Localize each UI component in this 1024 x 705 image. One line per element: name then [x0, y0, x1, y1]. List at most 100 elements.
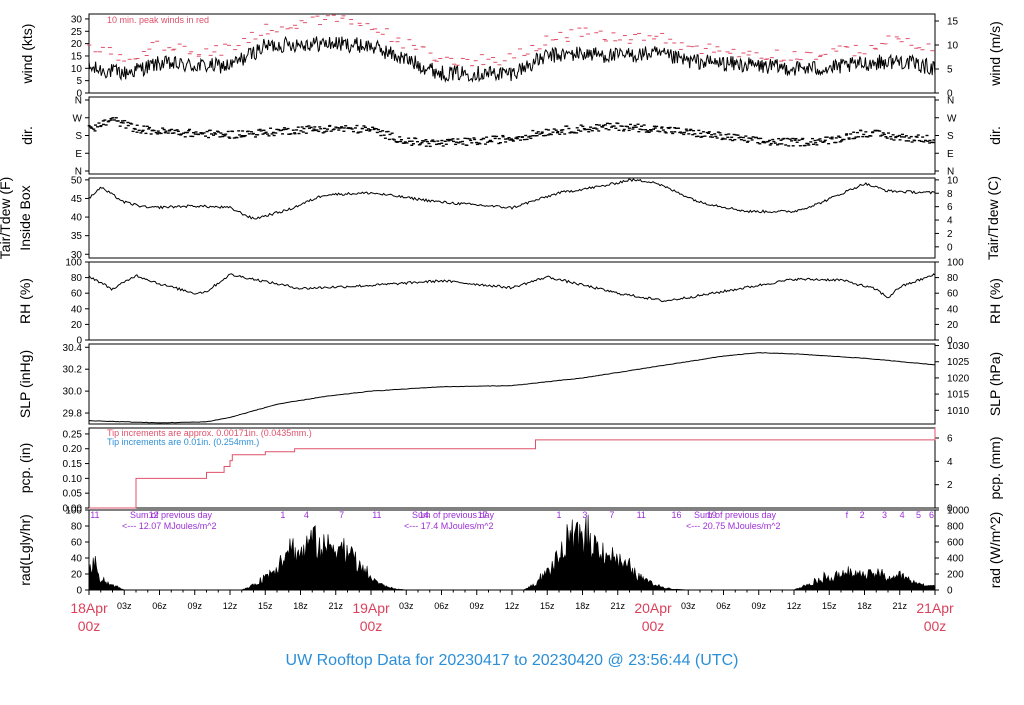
humidity-ylabel-right: RH (%) — [987, 278, 1003, 324]
temperature-ytick-right-label: 2 — [947, 229, 953, 240]
time-tick-label: 09z — [187, 601, 202, 611]
wind-ytick-label: 15 — [71, 51, 83, 62]
wind-ytick-right-label: 10 — [947, 41, 959, 52]
radiation-hour-mark: 17 — [478, 510, 488, 520]
day-label-hour: 00z — [924, 618, 947, 634]
radiation-ytick-label: 40 — [71, 554, 83, 565]
radiation-hour-mark: 3 — [582, 510, 587, 520]
time-tick-label: 21z — [610, 601, 625, 611]
radiation-ytick-right-label: 0 — [947, 586, 953, 597]
precipitation-ytick-label: 0.10 — [63, 474, 83, 485]
pressure-ytick-right-label: 1025 — [947, 357, 970, 368]
pressure-ytick-label: 29.8 — [63, 409, 83, 420]
time-tick-label: 21z — [892, 601, 907, 611]
radiation-ytick-right-label: 400 — [947, 554, 964, 565]
precipitation-annotation-red: Tip increments are approx. 0.00171in. (0… — [107, 428, 312, 438]
radiation-daily-sum-label: Sum of previous day — [412, 510, 495, 520]
humidity-ytick-right-label: 100 — [947, 258, 964, 269]
temperature-ytick-right-label: 0 — [947, 242, 953, 253]
dir-ytick-label: S — [75, 131, 82, 142]
wind-ytick-right-label: 15 — [947, 17, 959, 28]
temperature-ytick-label: 40 — [71, 213, 83, 224]
day-label-date: 20Apr — [634, 600, 672, 616]
pressure-ylabel: SLP (inHg) — [17, 350, 33, 418]
pressure-ytick-right-label: 1010 — [947, 406, 970, 417]
time-tick-label: 03z — [681, 601, 696, 611]
wind-ytick-label: 25 — [71, 27, 83, 38]
radiation-hour-mark: f — [846, 510, 849, 520]
humidity-ytick-right-label: 80 — [947, 273, 959, 284]
radiation-hour-mark: 19 — [707, 510, 717, 520]
radiation-daily-sum-value: <--- 20.75 MJoules/m^2 — [686, 521, 781, 531]
precipitation-ytick-right-label: 6 — [947, 434, 953, 445]
day-label-hour: 00z — [360, 618, 383, 634]
pressure-ylabel-right: SLP (hPa) — [987, 352, 1003, 416]
wind-ytick-right-label: 5 — [947, 65, 953, 76]
radiation-ytick-right-label: 600 — [947, 538, 964, 549]
radiation-ytick-right-label: 800 — [947, 522, 964, 533]
radiation-hour-mark: 1 — [556, 510, 561, 520]
time-tick-label: 06z — [434, 601, 449, 611]
pressure-ytick-label: 30.4 — [63, 343, 83, 354]
radiation-hour-mark: 1 — [280, 510, 285, 520]
radiation-hour-mark: 5 — [916, 510, 921, 520]
radiation-hour-mark: 6 — [929, 510, 934, 520]
wind-ytick-label: 10 — [71, 64, 83, 75]
temperature-ytick-right-label: 8 — [947, 189, 953, 200]
precipitation-annotation-blue: Tip increments are 0.01in. (0.254mm.) — [107, 437, 259, 447]
time-tick-label: 03z — [399, 601, 414, 611]
radiation-hour-mark: 4 — [900, 510, 905, 520]
radiation-hour-mark: 12 — [149, 510, 159, 520]
temperature-frame — [88, 177, 936, 259]
humidity-ytick-label: 20 — [71, 320, 83, 331]
pressure-ytick-right-label: 1015 — [947, 390, 970, 401]
dir-ylabel: dir. — [19, 126, 35, 145]
time-tick-label: 18z — [575, 601, 590, 611]
temperature-ytick-label: 35 — [71, 231, 83, 242]
humidity-ytick-right-label: 40 — [947, 304, 959, 315]
radiation-hour-mark: 11 — [372, 510, 381, 520]
temperature-ytick-label: 45 — [71, 194, 83, 205]
dir-ytick-right-label: S — [947, 131, 954, 142]
radiation-hour-mark: 4 — [304, 510, 309, 520]
humidity-ytick-label: 100 — [65, 258, 82, 269]
radiation-ytick-right-label: 1000 — [947, 506, 970, 517]
wind-speed-line — [88, 35, 936, 83]
dir-ytick-label: E — [75, 149, 82, 160]
radiation-hour-mark: 14 — [419, 510, 429, 520]
precipitation-ylabel: pcp. (in) — [17, 443, 33, 494]
precipitation-ytick-right-label: 4 — [947, 457, 953, 468]
wind-ytick-label: 5 — [76, 76, 82, 87]
radiation-ytick-label: 60 — [71, 538, 83, 549]
dir-ytick-right-label: N — [947, 96, 954, 107]
time-tick-label: 15z — [258, 601, 273, 611]
dir-ytick-label: W — [73, 113, 83, 124]
time-tick-label: 21z — [328, 601, 343, 611]
time-tick-label: 15z — [540, 601, 555, 611]
radiation-hour-mark: 7 — [339, 510, 344, 520]
dir-frame — [88, 96, 936, 175]
radiation-ylabel: rad(Lgly/hr) — [17, 514, 33, 586]
wind-frame — [88, 13, 936, 94]
radiation-daily-sum-label: Sum of previous day — [694, 510, 777, 520]
pressure-ytick-right-label: 1020 — [947, 373, 970, 384]
temperature-ylabel2: Inside Box — [17, 185, 33, 250]
radiation-hour-mark: 16 — [671, 510, 681, 520]
pressure-ytick-right-label: 1030 — [947, 341, 970, 352]
radiation-series-area — [88, 514, 936, 591]
temperature-ylabel: Tair/Tdew (F) — [0, 177, 13, 259]
temperature-ytick-label: 30 — [71, 250, 83, 261]
temperature-ytick-label: 50 — [71, 175, 83, 186]
humidity-ytick-label: 0 — [76, 336, 82, 347]
radiation-hour-mark: 3 — [882, 510, 887, 520]
radiation-daily-sum-label: Sum of previous day — [130, 510, 213, 520]
temperature-ylabel-right: Tair/Tdew (C) — [985, 176, 1001, 260]
humidity-ytick-label: 40 — [71, 304, 83, 315]
page-title: UW Rooftop Data for 20230417 to 20230420… — [286, 652, 739, 669]
time-tick-label: 09z — [469, 601, 484, 611]
precipitation-ylabel-right: pcp. (mm) — [987, 437, 1003, 500]
temperature-series-line — [88, 178, 936, 220]
time-tick-label: 12z — [787, 601, 802, 611]
